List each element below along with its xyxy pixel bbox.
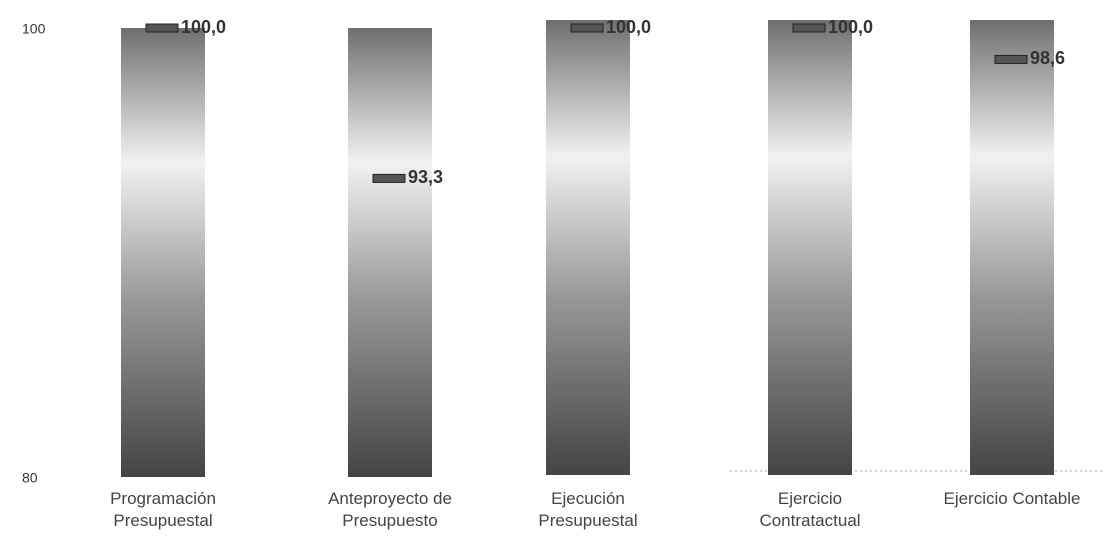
- bar-column: [121, 28, 205, 477]
- x-tick-label: Ejercicio Contratactual: [759, 489, 861, 530]
- value-label: 100,0: [181, 17, 226, 37]
- value-label: 100,0: [606, 17, 651, 37]
- value-marker: [145, 23, 179, 33]
- value-label: 98,6: [1030, 48, 1065, 68]
- value-marker: [570, 23, 604, 33]
- x-tick-label: Anteproyecto de Presupuesto: [328, 489, 452, 530]
- x-tick-label: Ejercicio Contable: [943, 489, 1081, 508]
- x-tick-label: Programación Presupuestal: [110, 489, 216, 530]
- value-label: 93,3: [408, 167, 443, 187]
- value-marker: [994, 54, 1028, 64]
- value-label: 100,0: [828, 17, 873, 37]
- y-tick-label: 80: [22, 470, 38, 486]
- bar-column: [970, 20, 1054, 475]
- bar-column: [348, 28, 432, 477]
- y-tick-label: 100: [22, 21, 46, 37]
- value-marker: [792, 23, 826, 33]
- x-tick-label: Ejecución Presupuestal: [538, 489, 638, 530]
- value-marker: [372, 173, 406, 183]
- bar-column: [546, 20, 630, 475]
- bar-column: [768, 20, 852, 475]
